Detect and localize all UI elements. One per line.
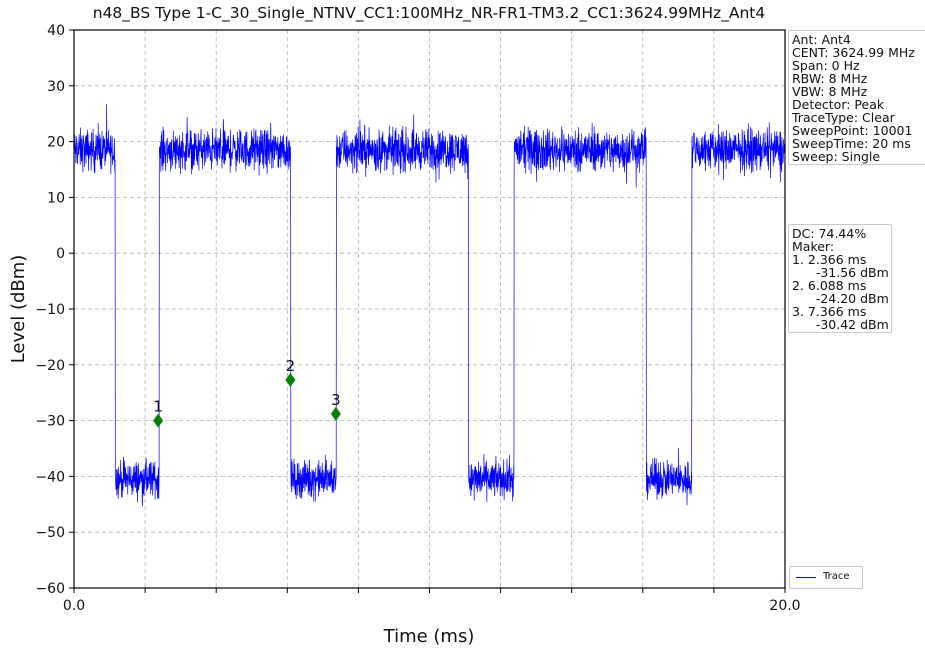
marker-2-label: 2 (286, 357, 296, 375)
y-tick-label: −60 (35, 581, 65, 597)
x-axis-label: Time (ms) (383, 626, 475, 647)
y-tick-label: −20 (35, 358, 65, 374)
y-tick-label: −30 (35, 414, 65, 430)
marker-1-label: 1 (153, 398, 163, 416)
grid-layer (74, 30, 785, 588)
x-tick-label: 0.0 (63, 598, 85, 614)
marker-readout-box: DC: 74.44% Maker: 1. 2.366 ms -31.56 dBm… (788, 224, 892, 333)
marker-2-diamond (285, 372, 296, 387)
y-tick-label: −50 (35, 525, 65, 541)
y-tick-label: 0 (56, 246, 65, 262)
trace-layer (73, 104, 786, 507)
y-tick-label: 20 (47, 135, 65, 151)
y-tick-label: 30 (47, 79, 65, 95)
analyzer-settings-box: Ant: Ant4 CENT: 3624.99 MHz Span: 0 Hz R… (788, 30, 925, 165)
trace-line (73, 104, 786, 507)
axes-layer: 40 30 20 10 0 −10 −20 −30 −40 −50 −600.0 20.0 (35, 23, 800, 614)
legend: Trace (789, 566, 863, 589)
marker-layer: 1 2 3 (153, 357, 341, 428)
legend-trace-swatch (796, 577, 816, 578)
y-axis-label: Level (dBm) (8, 255, 29, 364)
x-tick-label: 20.0 (769, 598, 800, 614)
y-tick-label: −40 (35, 469, 65, 485)
chart-title: n48_BS Type 1-C_30_Single_NTNV_CC1:100MH… (93, 4, 766, 23)
y-tick-label: 40 (47, 23, 65, 39)
marker-3-diamond (330, 406, 341, 421)
y-tick-label: −10 (35, 302, 65, 318)
marker-1-diamond (153, 413, 164, 428)
marker-3-label: 3 (331, 391, 341, 409)
plot-frame (73, 29, 786, 589)
y-tick-label: 10 (47, 190, 65, 206)
legend-trace-label: Trace (823, 571, 850, 582)
